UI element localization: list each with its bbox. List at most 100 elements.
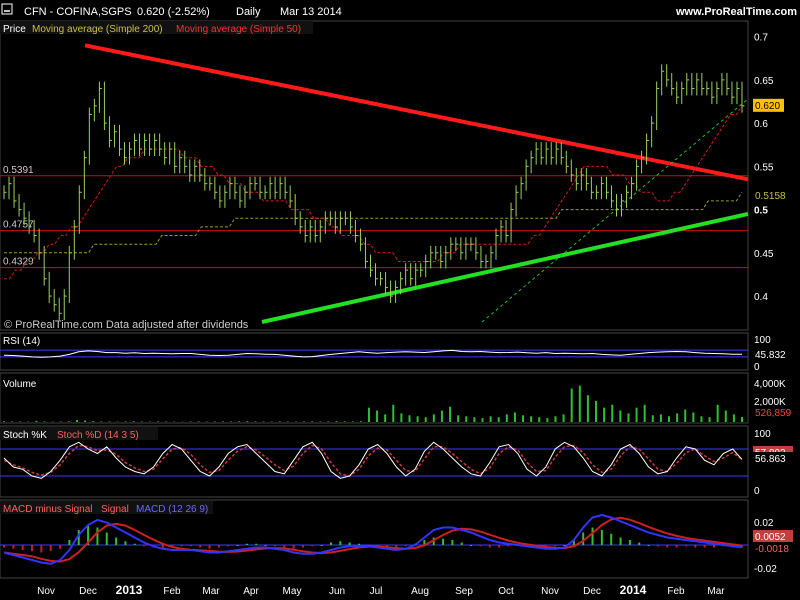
macd-hist-bar: [199, 545, 202, 548]
macd-hist-bar: [311, 545, 314, 547]
volume-bar: [562, 414, 565, 422]
volume-bar: [651, 415, 654, 422]
volume-bar: [538, 417, 541, 422]
volume-bar: [700, 416, 703, 422]
macd-hist-bar: [591, 527, 594, 545]
legend-volume: Volume: [3, 379, 37, 390]
period-label: Daily: [236, 6, 261, 18]
rsi-ytick-100: 100: [754, 335, 771, 346]
stoch-k-line: [3, 441, 743, 479]
volume-bar: [335, 421, 338, 422]
volume-bar: [440, 410, 443, 422]
macd-ytick-neg0.02: -0.02: [754, 564, 777, 575]
volume-ytick-2000k: 2,000K: [754, 397, 786, 408]
macd-hist-bar: [460, 542, 463, 545]
date-label: Mar 13 2014: [280, 6, 342, 18]
price-ytick-2: 0.6: [754, 119, 768, 130]
panel-rsi: [0, 332, 749, 371]
volume-bar: [513, 412, 516, 422]
macd-hist-bar: [292, 545, 295, 549]
volume-bar: [197, 421, 200, 422]
macd-hist-bar: [666, 545, 669, 548]
macd-hist-bar: [115, 537, 118, 545]
volume-bar: [741, 416, 743, 422]
volume-bar: [505, 414, 508, 422]
macd-hist-bar: [208, 545, 211, 549]
macd-hist-bar: [273, 545, 276, 547]
volume-bar: [570, 388, 573, 422]
macd-hist-badge: 0.0052: [755, 532, 786, 543]
volume-bar: [635, 407, 638, 422]
volume-ytick-4000k: 4,000K: [754, 379, 786, 390]
macd-hist-bar: [21, 545, 24, 550]
volume-bar: [100, 421, 103, 422]
ma200-line: [4, 192, 743, 254]
volume-bar: [676, 413, 679, 422]
volume-bar: [343, 421, 346, 422]
macd-hist-bar: [451, 540, 454, 545]
level-label-2: 0.4329: [3, 257, 34, 268]
volume-badge: 526,859: [755, 408, 792, 419]
macd-hist-bar: [507, 545, 510, 547]
macd-hist-bar: [31, 545, 34, 552]
volume-bar: [311, 421, 314, 422]
minimize-icon[interactable]: [1, 3, 13, 15]
x-axis-label-15: Feb: [667, 586, 685, 597]
stoch-d-badge-bg: [753, 452, 793, 465]
macd-hist-bar: [245, 543, 248, 545]
macd-hist-bar: [563, 545, 566, 546]
macd-hist-bar: [40, 545, 43, 553]
macd-hist-bar: [712, 545, 715, 548]
last-price: 0.620 (-2.52%): [137, 6, 210, 18]
level-label-1: 0.4757: [3, 220, 34, 231]
volume-bar: [408, 415, 411, 422]
x-axis-label-12: Nov: [541, 586, 559, 597]
volume-bar: [384, 414, 387, 422]
macd-hist-bar: [227, 545, 230, 547]
legend-macd-minus-signal: MACD minus Signal: [3, 504, 92, 515]
macd-hist-bar: [638, 542, 641, 545]
macd-line: [3, 513, 743, 565]
volume-bar: [278, 421, 281, 422]
macd-hist-bar: [357, 543, 360, 545]
macd-hist-badge-bg: [753, 530, 793, 543]
macd-badge-bg: [753, 542, 797, 555]
legend-rsi: RSI (14): [3, 336, 40, 347]
x-axis-label-14: 2014: [620, 583, 647, 597]
site-link[interactable]: www.ProRealTime.com: [675, 6, 797, 18]
volume-bar: [359, 421, 362, 422]
macd-hist-bar: [554, 545, 557, 547]
macd-hist-bar: [143, 545, 146, 547]
x-axis-label-4: Mar: [202, 586, 220, 597]
volume-bar: [619, 410, 622, 422]
macd-hist-bar: [264, 545, 267, 546]
macd-hist-bar: [656, 545, 659, 547]
volume-bar: [473, 417, 476, 422]
rsi-badge-bg: [753, 348, 793, 361]
macd-ytick-0.02: 0.02: [754, 518, 774, 529]
volume-bar: [716, 404, 719, 422]
x-axis-label-1: Dec: [79, 586, 97, 597]
volume-bar: [303, 421, 306, 422]
legend-ma50: Moving average (Simple 50): [176, 24, 301, 35]
macd-hist-bar: [320, 545, 323, 546]
volume-bar: [254, 421, 257, 422]
macd-hist-bar: [255, 543, 258, 545]
x-axis-label-5: Apr: [243, 586, 259, 597]
macd-hist-bar: [49, 545, 52, 552]
volume-bar: [416, 416, 419, 422]
volume-bar: [376, 410, 379, 422]
x-axis-label-10: Sep: [455, 586, 473, 597]
legend-price: Price: [3, 24, 26, 35]
rsi-badge: 45.832: [755, 350, 786, 361]
legend-ma200: Moving average (Simple 200): [32, 24, 163, 35]
macd-hist-bar: [236, 545, 239, 546]
volume-bar: [692, 412, 695, 422]
volume-bar: [124, 421, 127, 422]
symbol-label: CFN - COFINA,SGPS: [24, 6, 132, 18]
macd-hist-bar: [161, 545, 164, 549]
level-label-0: 0.5391: [3, 165, 34, 176]
x-axis-label-0: Nov: [37, 586, 55, 597]
x-axis-label-2: 2013: [116, 583, 143, 597]
